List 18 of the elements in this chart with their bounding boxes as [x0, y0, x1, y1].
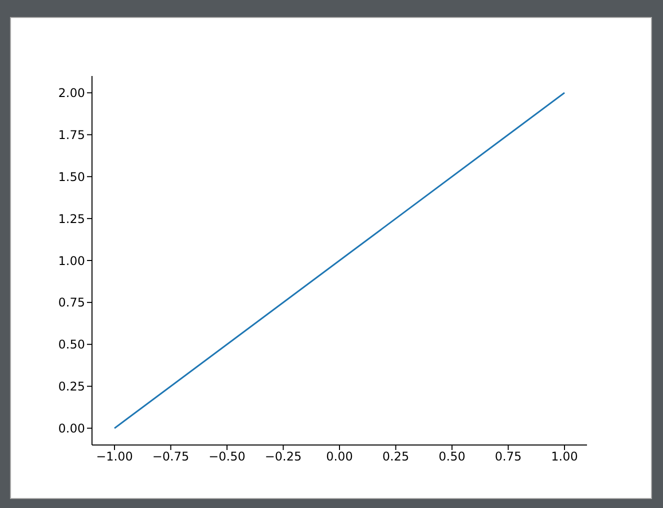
y-tick-label: 0.75: [58, 296, 85, 310]
y-tick-label: 0.25: [58, 380, 85, 394]
x-tick-label: −0.25: [264, 450, 302, 464]
x-tick-label: 0.50: [438, 450, 466, 464]
x-tick-label: 0.75: [494, 450, 522, 464]
x-tick-label: 1.00: [551, 450, 578, 464]
x-tick-label: 0.00: [326, 450, 353, 464]
x-tick-label: −0.50: [208, 450, 246, 464]
y-tick-label: 1.25: [58, 212, 85, 226]
y-tick-label: 1.50: [58, 170, 85, 184]
x-tick-label: −1.00: [96, 450, 133, 464]
y-tick-label: 0.00: [58, 421, 85, 436]
x-tick-label: 0.25: [382, 450, 410, 464]
y-tick-label: 1.00: [58, 254, 85, 268]
y-tick-label: 2.00: [58, 86, 85, 100]
y-tick-label: 1.75: [58, 128, 85, 142]
x-tick-label: −0.75: [152, 450, 190, 464]
y-tick-label: 0.50: [58, 338, 85, 352]
